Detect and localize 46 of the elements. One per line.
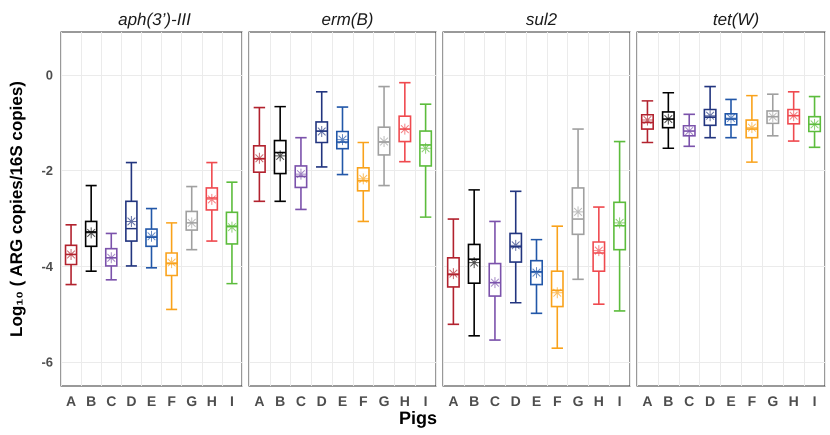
y-tick-label: -4 (41, 258, 54, 274)
x-tick-label: H (400, 393, 410, 409)
x-tick-label: D (705, 393, 716, 409)
x-tick-label: C (684, 393, 694, 409)
x-tick-label: F (167, 393, 176, 409)
x-tick-label: E (146, 393, 156, 409)
x-tick-label: I (812, 393, 816, 409)
y-axis-title: Log₁₀ ( ARG copies/16S copies) (7, 81, 26, 337)
x-tick-label: B (86, 393, 96, 409)
x-tick-label: C (490, 393, 500, 409)
x-tick-label: D (510, 393, 521, 409)
x-tick-label: I (424, 393, 428, 409)
chart-title: tet(W) (712, 10, 760, 29)
y-tick-label: -2 (41, 163, 53, 178)
x-tick-label: B (275, 393, 286, 409)
x-tick-label: H (206, 393, 217, 409)
x-tick-label: F (748, 393, 757, 409)
x-tick-label: D (316, 393, 327, 409)
x-tick-label: A (448, 393, 458, 409)
x-tick-label: G (767, 393, 778, 409)
x-tick-label: D (126, 393, 136, 409)
chart-title: erm(B) (322, 10, 374, 29)
x-tick-label: C (296, 393, 306, 409)
x-tick-label: A (254, 393, 264, 409)
x-tick-label: G (572, 393, 584, 409)
x-tick-label: I (618, 393, 622, 409)
x-tick-label: B (469, 393, 480, 409)
x-tick-label: E (338, 393, 348, 409)
x-tick-label: A (642, 393, 653, 409)
x-tick-label: I (230, 393, 234, 409)
x-tick-label: H (788, 393, 799, 409)
x-tick-label: G (186, 393, 198, 409)
y-tick-label: -6 (41, 354, 53, 370)
x-tick-label: E (532, 393, 542, 409)
x-axis-title: Pigs (398, 408, 437, 429)
x-tick-label: F (552, 393, 562, 409)
x-tick-label: C (106, 393, 116, 409)
x-tick-label: A (66, 393, 76, 409)
x-tick-label: B (663, 393, 674, 409)
chart-title: sul2 (526, 10, 558, 29)
x-tick-label: G (378, 393, 390, 409)
x-tick-label: H (594, 393, 604, 409)
x-tick-label: F (358, 393, 368, 409)
x-tick-label: E (726, 393, 736, 409)
chart-title: aph(3’)-III (118, 10, 192, 29)
y-tick-label: 0 (46, 68, 53, 83)
